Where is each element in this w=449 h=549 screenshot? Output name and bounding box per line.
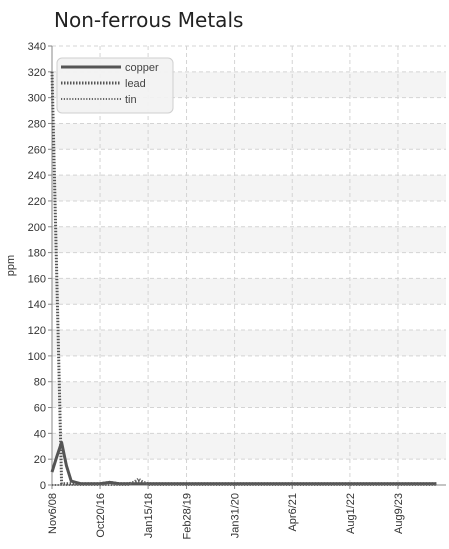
y-tick-label: 80 <box>34 377 46 389</box>
legend-label-lead: lead <box>125 78 146 90</box>
y-tick-label: 100 <box>28 351 46 363</box>
y-tick-label: 220 <box>28 196 46 208</box>
y-tick-label: 140 <box>28 299 46 311</box>
y-tick-label: 0 <box>40 480 46 492</box>
x-tick-label: Aug9/23 <box>393 493 405 534</box>
x-tick-label: Aug1/22 <box>345 493 357 534</box>
series-line-lead <box>50 71 437 486</box>
x-tick-label: Apr6/21 <box>287 493 299 532</box>
legend-label-tin: tin <box>125 94 137 106</box>
y-tick-label: 280 <box>28 118 46 130</box>
y-tick-label: 60 <box>34 403 46 415</box>
y-tick-label: 180 <box>28 248 46 260</box>
series-line-tin <box>52 477 437 486</box>
y-axis-label: ppm <box>5 255 17 276</box>
grid-band <box>52 330 446 356</box>
chart-title: Non-ferrous Metals <box>54 8 244 32</box>
legend-label-copper: copper <box>125 62 159 74</box>
y-tick-label: 300 <box>28 93 46 105</box>
grid-band <box>52 278 446 305</box>
y-tick-label: 260 <box>28 144 46 156</box>
y-tick-label: 40 <box>34 428 46 440</box>
x-tick-label: Nov6/08 <box>47 493 59 534</box>
x-tick-label: Feb28/19 <box>182 493 194 539</box>
legend-box <box>56 57 174 114</box>
grid-band <box>52 381 446 408</box>
y-tick-label: 240 <box>28 170 46 182</box>
grid-band <box>52 123 446 150</box>
y-tick-label: 200 <box>28 222 46 234</box>
x-tick-label: Jan15/18 <box>143 493 155 538</box>
x-tick-label: Jan31/20 <box>230 493 242 538</box>
y-tick-label: 320 <box>28 67 46 79</box>
y-tick-label: 20 <box>34 454 46 466</box>
x-tick-label: Oct20/16 <box>95 493 107 538</box>
y-tick-label: 340 <box>28 41 46 53</box>
y-tick-label: 120 <box>28 325 46 337</box>
grid-band <box>52 433 446 460</box>
grid-band <box>52 226 446 253</box>
grid-band <box>52 175 446 201</box>
y-tick-label: 160 <box>28 273 46 285</box>
